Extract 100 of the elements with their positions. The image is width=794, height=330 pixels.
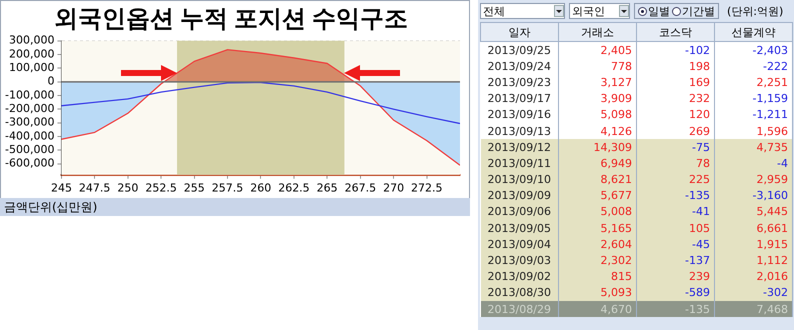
- text: -135: [685, 302, 710, 316]
- x-tick-label: 247.5: [78, 181, 110, 194]
- x-tick-label: 257.5: [212, 181, 244, 194]
- text: 2,405: [600, 44, 632, 57]
- text: -41: [692, 205, 710, 218]
- text: 4,670: [600, 302, 632, 316]
- text: 일별: [648, 4, 670, 18]
- text: -2,403: [752, 44, 788, 57]
- category-label: 2013/08/30: [488, 286, 551, 300]
- category-label: 2013/09/04: [488, 238, 551, 251]
- y-tick-label: 0: [47, 74, 54, 88]
- text: -1,159: [752, 92, 788, 106]
- text: 3,127: [600, 76, 632, 89]
- text: 1,596: [756, 124, 788, 138]
- text: 5,677: [600, 189, 632, 202]
- category-label: 2013/09/12: [488, 140, 551, 154]
- category-label: 코스닥: [636, 22, 714, 42]
- category-label: 거래소: [558, 22, 636, 42]
- text: 198: [689, 60, 710, 73]
- text: -102: [685, 44, 710, 57]
- category-label: 2013/09/24: [488, 60, 551, 73]
- category-label: 2013/09/17: [488, 92, 551, 106]
- text: 3,909: [600, 92, 632, 106]
- text: 815: [611, 270, 632, 284]
- text: 6,661: [756, 222, 788, 235]
- text: 4,126: [600, 124, 632, 138]
- text: -75: [692, 140, 710, 154]
- text: 2,016: [756, 270, 788, 284]
- y-tick-label: 200,000: [8, 47, 54, 60]
- text: 5,093: [600, 286, 632, 300]
- text: 2,604: [600, 238, 632, 251]
- text: 6,949: [600, 156, 632, 170]
- x-tick-label: 260: [250, 181, 272, 194]
- text: 1,915: [756, 238, 788, 251]
- category-label: 2013/09/02: [488, 270, 551, 284]
- y-tick-label: -300,000: [4, 116, 54, 129]
- text: -4: [777, 156, 788, 170]
- y-tick-label: 100,000: [8, 61, 54, 74]
- x-tick-label: 245: [50, 181, 72, 194]
- category-label: 2013/09/05: [488, 222, 551, 235]
- category-label: 2013/09/25: [488, 44, 551, 57]
- text: 105: [689, 222, 710, 235]
- text: -222: [763, 60, 788, 73]
- category-label: 2013/09/13: [488, 124, 551, 138]
- y-tick-label: -600,000: [4, 156, 54, 170]
- y-tick-label: -100,000: [4, 88, 54, 102]
- text: 14,309: [594, 140, 632, 154]
- x-tick-label: 255: [184, 181, 205, 194]
- text: -302: [763, 286, 788, 300]
- text: 239: [689, 270, 710, 284]
- text: -1,211: [752, 108, 788, 122]
- x-tick-label: 265: [316, 181, 338, 194]
- category-label: 2013/09/10: [488, 173, 551, 186]
- text: 1,112: [756, 254, 788, 268]
- text: 2,302: [600, 254, 632, 268]
- text: 전체: [482, 4, 506, 18]
- category-label: 2013/09/16: [488, 108, 551, 122]
- text: 232: [689, 92, 710, 106]
- y-tick-label: -200,000: [4, 102, 54, 116]
- x-tick-label: 250: [117, 181, 138, 194]
- text: 2,251: [756, 76, 788, 89]
- text: -45: [692, 238, 710, 251]
- y-tick-label: -400,000: [4, 129, 54, 142]
- text: 5,445: [756, 205, 788, 218]
- category-label: 2013/09/11: [488, 156, 551, 170]
- text: -137: [685, 254, 710, 268]
- text: 기간별: [682, 4, 715, 18]
- category-label: 2013/09/06: [488, 205, 551, 218]
- text: 금액단위(십만원): [0, 198, 470, 216]
- category-label: 2013/09/09: [488, 189, 551, 202]
- x-tick-label: 270: [383, 181, 404, 194]
- category-label: 2013/08/29: [488, 302, 551, 316]
- text: 4,735: [756, 140, 788, 154]
- text: 7,468: [756, 302, 788, 316]
- text: -589: [685, 286, 710, 300]
- x-tick-label: 252.5: [145, 181, 177, 194]
- text: 일자: [480, 22, 558, 42]
- text: (단위:억원): [727, 4, 784, 18]
- text: 778: [611, 60, 632, 73]
- x-tick-label: 272.5: [411, 181, 443, 194]
- y-tick-label: 300,000: [8, 34, 54, 47]
- text: 5,008: [600, 205, 632, 218]
- text: 225: [689, 173, 710, 186]
- text: 5,165: [600, 222, 632, 235]
- y-tick-label: -500,000: [4, 143, 54, 156]
- text: 120: [689, 108, 710, 122]
- category-label: 2013/09/03: [488, 254, 551, 268]
- text: 169: [689, 76, 710, 89]
- category-label: 선물계약: [714, 22, 792, 42]
- text: 269: [689, 124, 710, 138]
- category-label: 2013/09/23: [488, 76, 551, 89]
- x-tick-label: 267.5: [344, 181, 376, 194]
- text: 외국인: [571, 4, 606, 18]
- text: 5,098: [600, 108, 632, 122]
- text: 78: [696, 156, 710, 170]
- text: -135: [685, 189, 710, 202]
- text: -3,160: [752, 189, 788, 202]
- text: 2,959: [756, 173, 788, 186]
- x-tick-label: 262.5: [278, 181, 310, 194]
- chart-title: 외국인옵션 누적 포지션 수익구조: [54, 6, 408, 33]
